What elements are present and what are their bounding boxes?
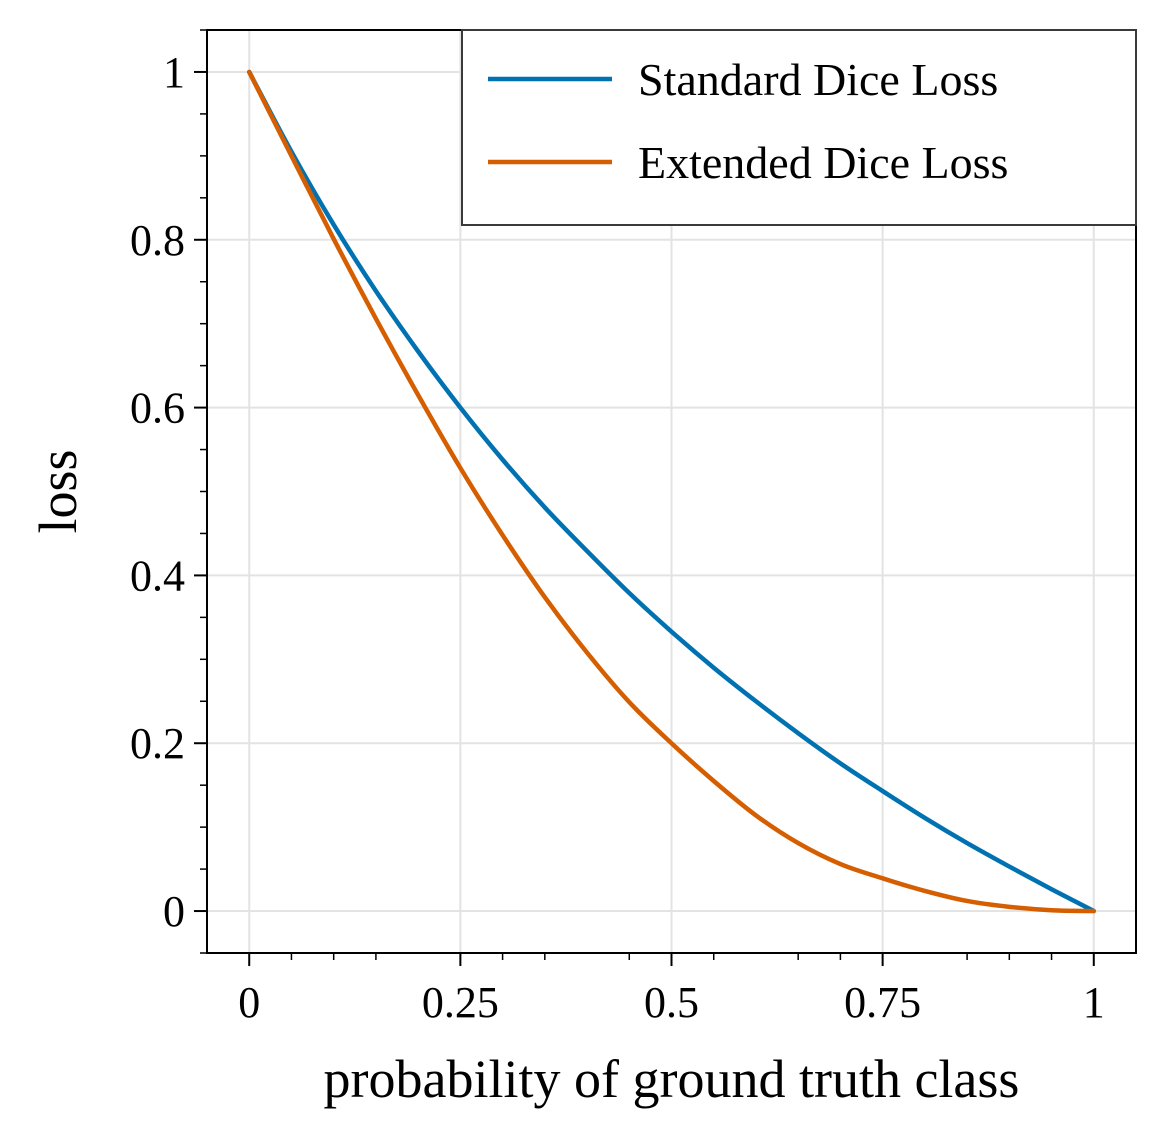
series-lines bbox=[246, 69, 1097, 914]
x-tick-label: 0.25 bbox=[422, 978, 499, 1027]
legend-label-extended-dice-loss: Extended Dice Loss bbox=[638, 137, 1008, 188]
legend: Standard Dice Loss Extended Dice Loss bbox=[461, 29, 1137, 226]
x-tick-label: 0 bbox=[238, 978, 260, 1027]
x-tick-label: 0.75 bbox=[844, 978, 921, 1027]
y-tick-label: 0.8 bbox=[130, 216, 185, 265]
y-tick-label: 0.2 bbox=[130, 719, 185, 768]
legend-box bbox=[461, 29, 1137, 226]
ticks: 0 0.25 0.5 0.75 1 0 0.2 0.4 0.6 0.8 1 bbox=[130, 29, 1105, 1027]
y-tick-label: 1 bbox=[163, 48, 185, 97]
x-tick-label: 1 bbox=[1083, 978, 1105, 1027]
legend-label-standard-dice-loss: Standard Dice Loss bbox=[638, 54, 998, 105]
series-line-extended-dice-loss bbox=[246, 69, 1097, 914]
y-tick-label: 0.6 bbox=[130, 384, 185, 433]
y-tick-label: 0 bbox=[163, 887, 185, 936]
x-tick-label: 0.5 bbox=[644, 978, 699, 1027]
x-axis-label: probability of ground truth class bbox=[324, 1049, 1020, 1109]
series-line-standard-dice-loss bbox=[246, 69, 1097, 914]
y-tick-label: 0.4 bbox=[130, 551, 185, 600]
y-axis-label: loss bbox=[28, 449, 88, 533]
